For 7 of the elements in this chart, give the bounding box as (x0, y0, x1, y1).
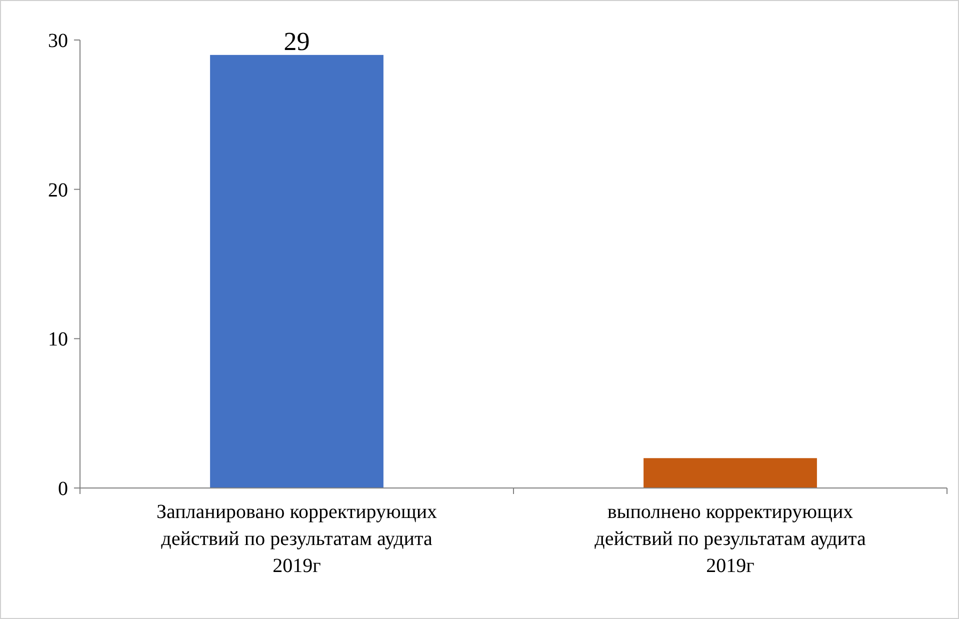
x-tick-label: Запланировано корректирующих действий по результатам аудита 2019г (156, 501, 438, 577)
x-tick-label: выполнено корректирующих действий по результатам аудита 2019г (594, 501, 866, 577)
y-tick-label: 20 (48, 179, 68, 202)
data-label: 29 (284, 26, 310, 56)
y-tick-label: 30 (48, 30, 68, 52)
y-tick-label: 10 (48, 328, 68, 351)
y-tick-label: 0 (58, 478, 68, 500)
